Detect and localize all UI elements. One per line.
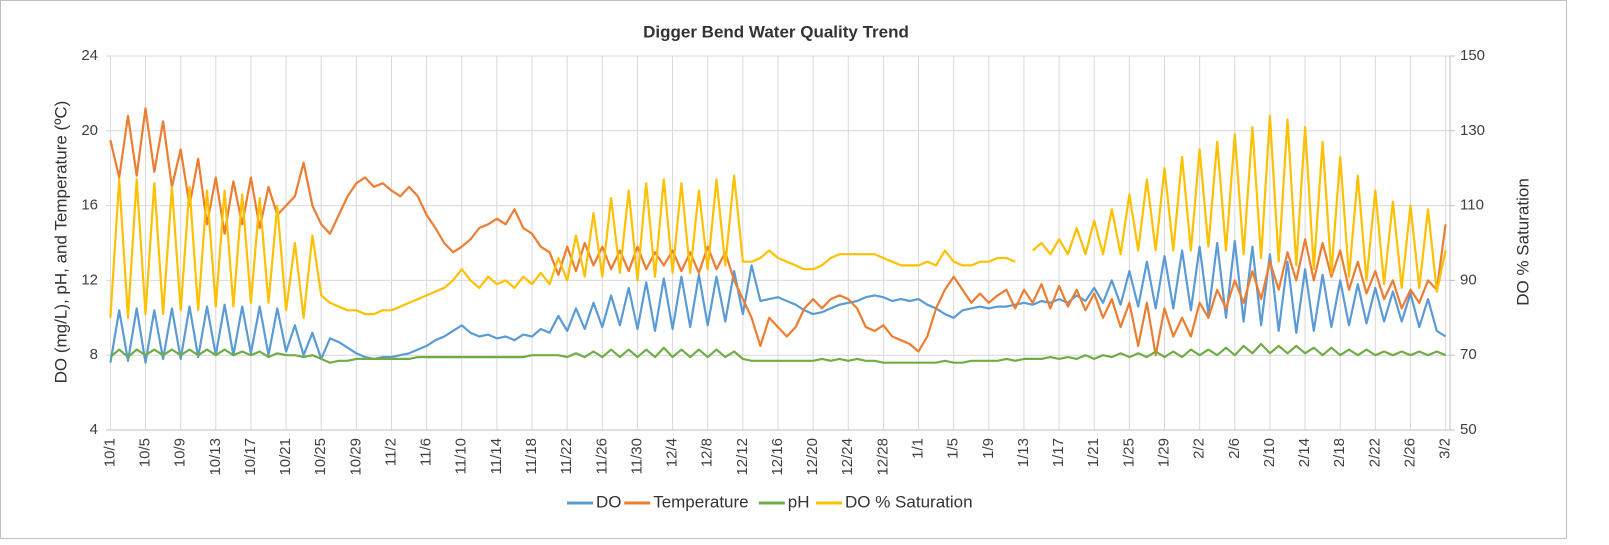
x-tick-label: 11/22 — [558, 438, 575, 474]
x-tick-label: 11/10 — [453, 438, 470, 474]
series-line — [109, 107, 1447, 357]
x-tick-label: 10/9 — [172, 438, 189, 467]
series-line — [109, 114, 1447, 319]
y2-tick-label: 70 — [1460, 346, 1477, 363]
x-tick-label: 12/28 — [874, 438, 891, 476]
x-tick-label: 12/16 — [769, 438, 786, 476]
x-tick-label: 2/26 — [1401, 438, 1418, 467]
x-tick-label: 12/20 — [804, 438, 821, 476]
x-tick-label: 1/25 — [1120, 438, 1137, 467]
y2-tick-label: 150 — [1460, 47, 1485, 64]
x-tick-label: 2/2 — [1191, 438, 1208, 459]
y-tick-label: 24 — [81, 47, 98, 64]
x-tick-label: 10/13 — [207, 438, 224, 476]
x-tick-label: 11/6 — [418, 438, 435, 466]
x-tick-label: 1/21 — [1085, 438, 1102, 467]
series-line — [109, 342, 1447, 364]
x-tick-label: 2/22 — [1366, 438, 1383, 467]
y-tick-label: 8 — [90, 346, 98, 363]
series-line — [109, 240, 1447, 364]
x-tick-label: 1/1 — [910, 438, 927, 459]
x-tick-label: 2/10 — [1261, 438, 1278, 467]
x-tick-label: 11/14 — [488, 438, 505, 474]
x-tick-label: 12/12 — [734, 438, 751, 476]
x-tick-label: 11/2 — [382, 438, 399, 466]
x-tick-label: 10/21 — [277, 438, 294, 476]
legend-label: Temperature — [653, 492, 748, 511]
y-tick-label: 16 — [81, 197, 98, 214]
y2-tick-label: 110 — [1460, 197, 1484, 214]
y2-tick-label: 50 — [1460, 421, 1477, 438]
x-tick-label: 10/1 — [101, 438, 118, 467]
x-tick-label: 1/9 — [980, 438, 997, 459]
x-tick-label: 1/13 — [1015, 438, 1032, 467]
x-tick-label: 2/18 — [1331, 438, 1348, 467]
x-tick-label: 12/4 — [664, 438, 681, 467]
y-tick-label: 12 — [81, 271, 98, 288]
x-tick-label: 11/26 — [593, 438, 610, 474]
x-tick-label: 2/6 — [1226, 438, 1243, 459]
legend-label: DO — [596, 492, 622, 511]
x-tick-label: 11/30 — [628, 438, 645, 474]
x-tick-label: 12/8 — [699, 438, 716, 467]
x-tick-label: 11/18 — [523, 438, 540, 474]
y-tick-label: 4 — [90, 421, 98, 438]
x-tick-label: 10/25 — [312, 438, 329, 476]
x-tick-label: 3/2 — [1437, 438, 1454, 459]
x-tick-label: 1/17 — [1050, 438, 1067, 467]
chart-title: Digger Bend Water Quality Trend — [643, 22, 909, 41]
x-tick-label: 10/29 — [347, 438, 364, 476]
legend-label: DO % Saturation — [845, 492, 973, 511]
y-tick-label: 20 — [81, 122, 98, 139]
x-tick-label: 1/5 — [945, 438, 962, 459]
legend-label: pH — [788, 492, 810, 511]
x-tick-label: 10/17 — [242, 438, 259, 476]
x-tick-label: 1/29 — [1155, 438, 1172, 467]
y-axis-label: DO (mg/L), pH, and Temperature (ºC) — [51, 101, 70, 384]
x-tick-label: 10/5 — [136, 438, 153, 467]
y2-axis-label: DO % Saturation — [1513, 178, 1532, 306]
x-tick-label: 12/24 — [839, 438, 856, 476]
x-tick-label: 2/14 — [1296, 438, 1313, 467]
y2-tick-label: 130 — [1460, 122, 1485, 139]
y2-tick-label: 90 — [1460, 271, 1477, 288]
